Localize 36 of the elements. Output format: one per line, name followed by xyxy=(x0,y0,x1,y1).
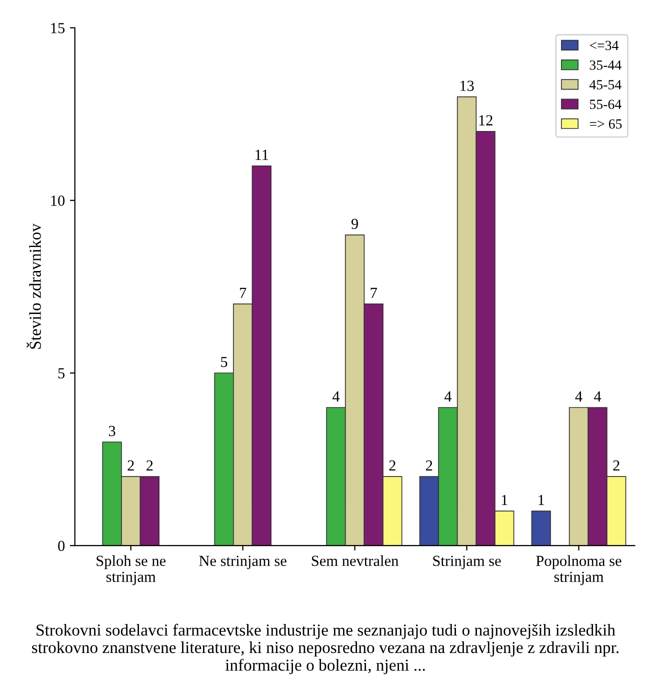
y-tick-label: 0 xyxy=(58,540,65,552)
legend-label: 45-54 xyxy=(589,80,622,90)
x-tick-label: Sploh se ne strinjam xyxy=(96,555,166,586)
x-tick-label: Popolnoma se strinjam xyxy=(536,555,622,586)
data-label: 4 xyxy=(575,391,582,402)
x-tick-label: Strinjam se xyxy=(433,556,501,570)
data-label: 5 xyxy=(221,356,228,368)
y-tick-label: 15 xyxy=(51,23,65,34)
data-label: 2 xyxy=(426,460,432,471)
legend-label: => 65 xyxy=(590,119,622,129)
data-label: 2 xyxy=(128,460,134,471)
legend-label: 35-44 xyxy=(590,60,622,70)
data-label: 2 xyxy=(389,460,396,471)
x-tick-label: Sem nevtralen xyxy=(312,555,398,566)
data-label: 12 xyxy=(479,115,492,126)
data-label: 4 xyxy=(332,391,340,402)
data-label: 1 xyxy=(538,494,544,506)
legend-label: 55-64 xyxy=(590,100,622,110)
data-label: 13 xyxy=(460,80,474,91)
data-label: 11 xyxy=(256,150,268,160)
data-label: 1 xyxy=(502,494,508,506)
data-label: 4 xyxy=(594,391,602,402)
data-label: 4 xyxy=(444,391,452,402)
bar xyxy=(531,510,551,546)
y-tick-label: 10 xyxy=(51,196,65,206)
data-label: 2 xyxy=(613,460,620,471)
data-label: 7 xyxy=(370,288,377,298)
data-label: 2 xyxy=(146,460,153,471)
x-axis-title: Strokovni sodelavci farmacevtske industrije me seznanjajo tudi o najnovejših izsledkih strokovno znanstvene literature, ki niso neposredno vezana na zdravljenje z zdravili npr. informacije o bolezni, njeni ... xyxy=(32,624,619,674)
data-label: 3 xyxy=(108,426,116,436)
data-label: 9 xyxy=(351,218,358,230)
y-tick-label: 5 xyxy=(58,368,65,378)
y-axis-title: Število zdravnikov xyxy=(26,224,41,349)
legend-label: <=34 xyxy=(590,40,619,50)
data-label: 7 xyxy=(240,288,246,298)
x-tick-label: Ne strinjam se xyxy=(199,556,286,570)
